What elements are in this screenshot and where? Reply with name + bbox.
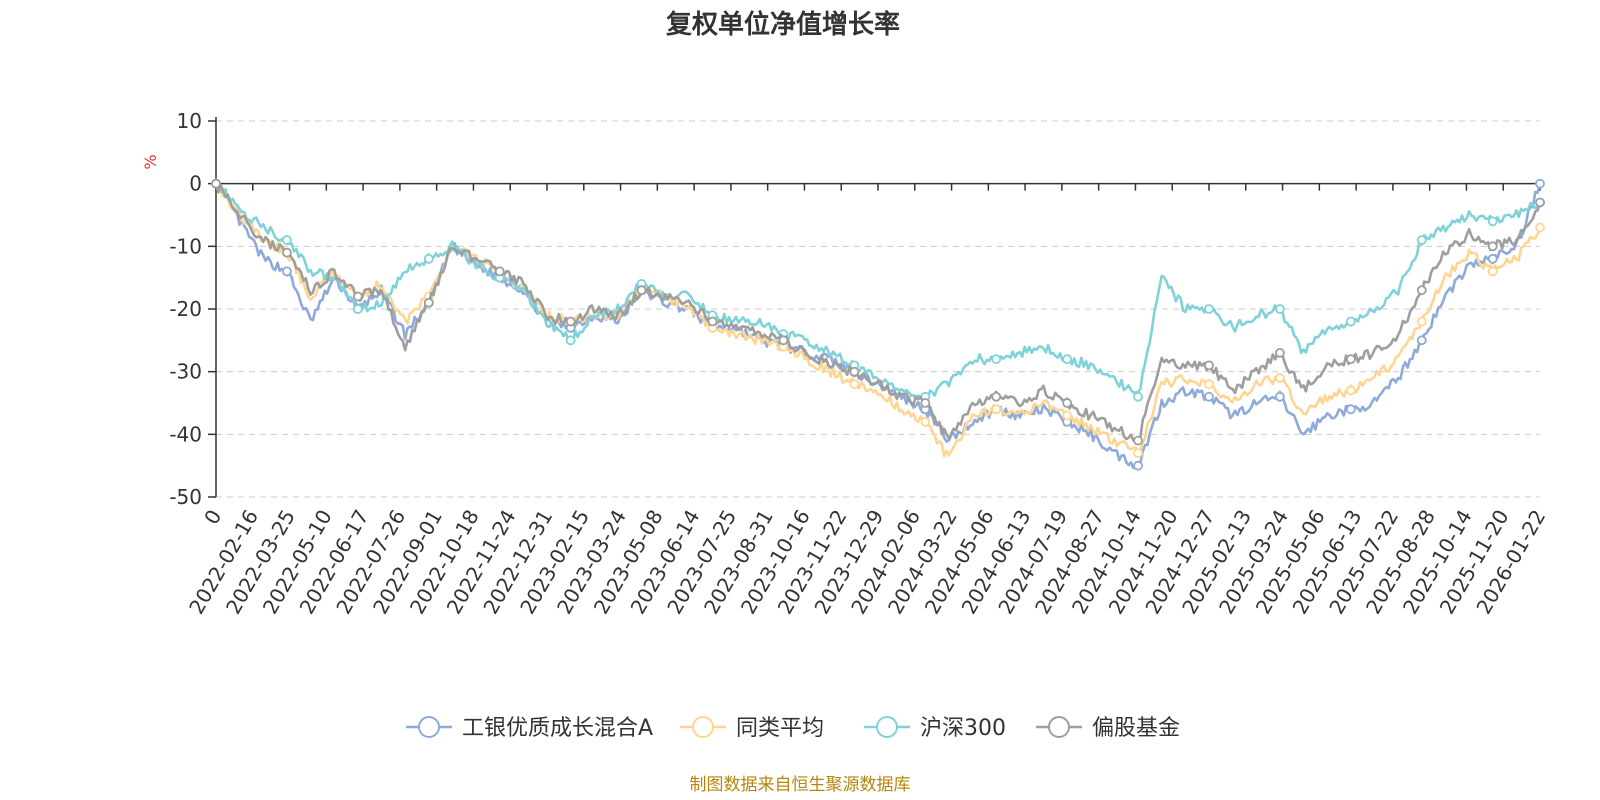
data-point: [1062, 410, 1073, 421]
chart-title: 复权单位净值增长率: [666, 9, 900, 40]
legend-label: 偏股基金: [1092, 716, 1180, 741]
data-point: [1535, 197, 1545, 208]
legend: 工银优质成长混合A 同类平均 沪深300 偏股基金: [406, 716, 1180, 741]
data-point: [282, 235, 292, 245]
data-point: [920, 416, 931, 427]
data-point: [352, 291, 363, 302]
legend-label: 同类平均: [736, 716, 824, 741]
data-point: [565, 335, 576, 346]
y-tick-label: -50: [169, 485, 202, 509]
data-point: [1487, 216, 1498, 227]
legend-marker: [418, 716, 440, 738]
data-point: [991, 391, 1002, 402]
data-point: [1416, 335, 1427, 346]
data-point: [920, 398, 931, 408]
series-line: [214, 183, 1542, 458]
data-point: [1204, 379, 1214, 390]
data-point: [1204, 304, 1214, 314]
data-point: [282, 266, 292, 277]
y-tick-label: 10: [177, 109, 202, 133]
y-axis-unit: %: [141, 154, 160, 169]
data-point: [211, 178, 221, 189]
y-tick-label: -30: [169, 360, 202, 384]
legend-marker: [876, 716, 898, 738]
data-point: [991, 354, 1002, 365]
y-tick-label: -10: [169, 234, 202, 258]
data-point: [1416, 235, 1427, 245]
data-point: [282, 247, 292, 258]
x-tick-label: 0: [199, 506, 226, 529]
data-point: [494, 266, 505, 277]
data-point: [423, 253, 434, 264]
data-point: [1275, 304, 1285, 314]
data-source-note: 制图数据来自恒生聚源数据库: [690, 775, 911, 795]
data-point: [991, 404, 1002, 415]
data-point: [1345, 316, 1356, 327]
data-point: [636, 285, 647, 296]
data-point: [1416, 285, 1427, 296]
data-point: [1204, 391, 1214, 402]
data-point: [565, 316, 576, 327]
data-point: [1345, 385, 1356, 396]
data-point: [707, 316, 718, 327]
data-point: [1133, 435, 1143, 446]
data-point: [849, 366, 860, 377]
data-point: [1062, 398, 1073, 408]
series-line: [214, 183, 1542, 442]
data-point: [1133, 391, 1143, 402]
data-point: [1062, 354, 1073, 365]
data-point: [1275, 347, 1285, 358]
legend-label: 沪深300: [920, 716, 1006, 741]
data-point: [1345, 404, 1356, 415]
data-point: [778, 335, 789, 346]
y-tick-label: -40: [169, 422, 202, 446]
data-point: [1275, 391, 1285, 402]
y-tick-label: -20: [169, 297, 202, 321]
data-point: [1487, 253, 1498, 264]
y-tick-label: 0: [189, 172, 202, 196]
data-point: [423, 297, 434, 308]
grid-layer: [216, 120, 1540, 498]
data-point: [1345, 354, 1356, 365]
series-layer: [211, 178, 1545, 471]
data-point: [1204, 360, 1214, 371]
data-point: [1133, 460, 1143, 471]
legend-label: 工银优质成长混合A: [462, 716, 653, 741]
data-point: [1275, 373, 1285, 383]
data-point: [1535, 222, 1545, 233]
data-point: [1487, 266, 1498, 277]
data-point: [1487, 241, 1498, 252]
legend-marker: [1048, 716, 1070, 738]
data-point: [1133, 448, 1143, 459]
data-point: [1535, 178, 1545, 189]
data-point: [352, 304, 363, 314]
legend-marker: [692, 716, 714, 738]
series-line: [214, 183, 1542, 402]
data-point: [1416, 316, 1427, 327]
data-point: [849, 379, 860, 390]
